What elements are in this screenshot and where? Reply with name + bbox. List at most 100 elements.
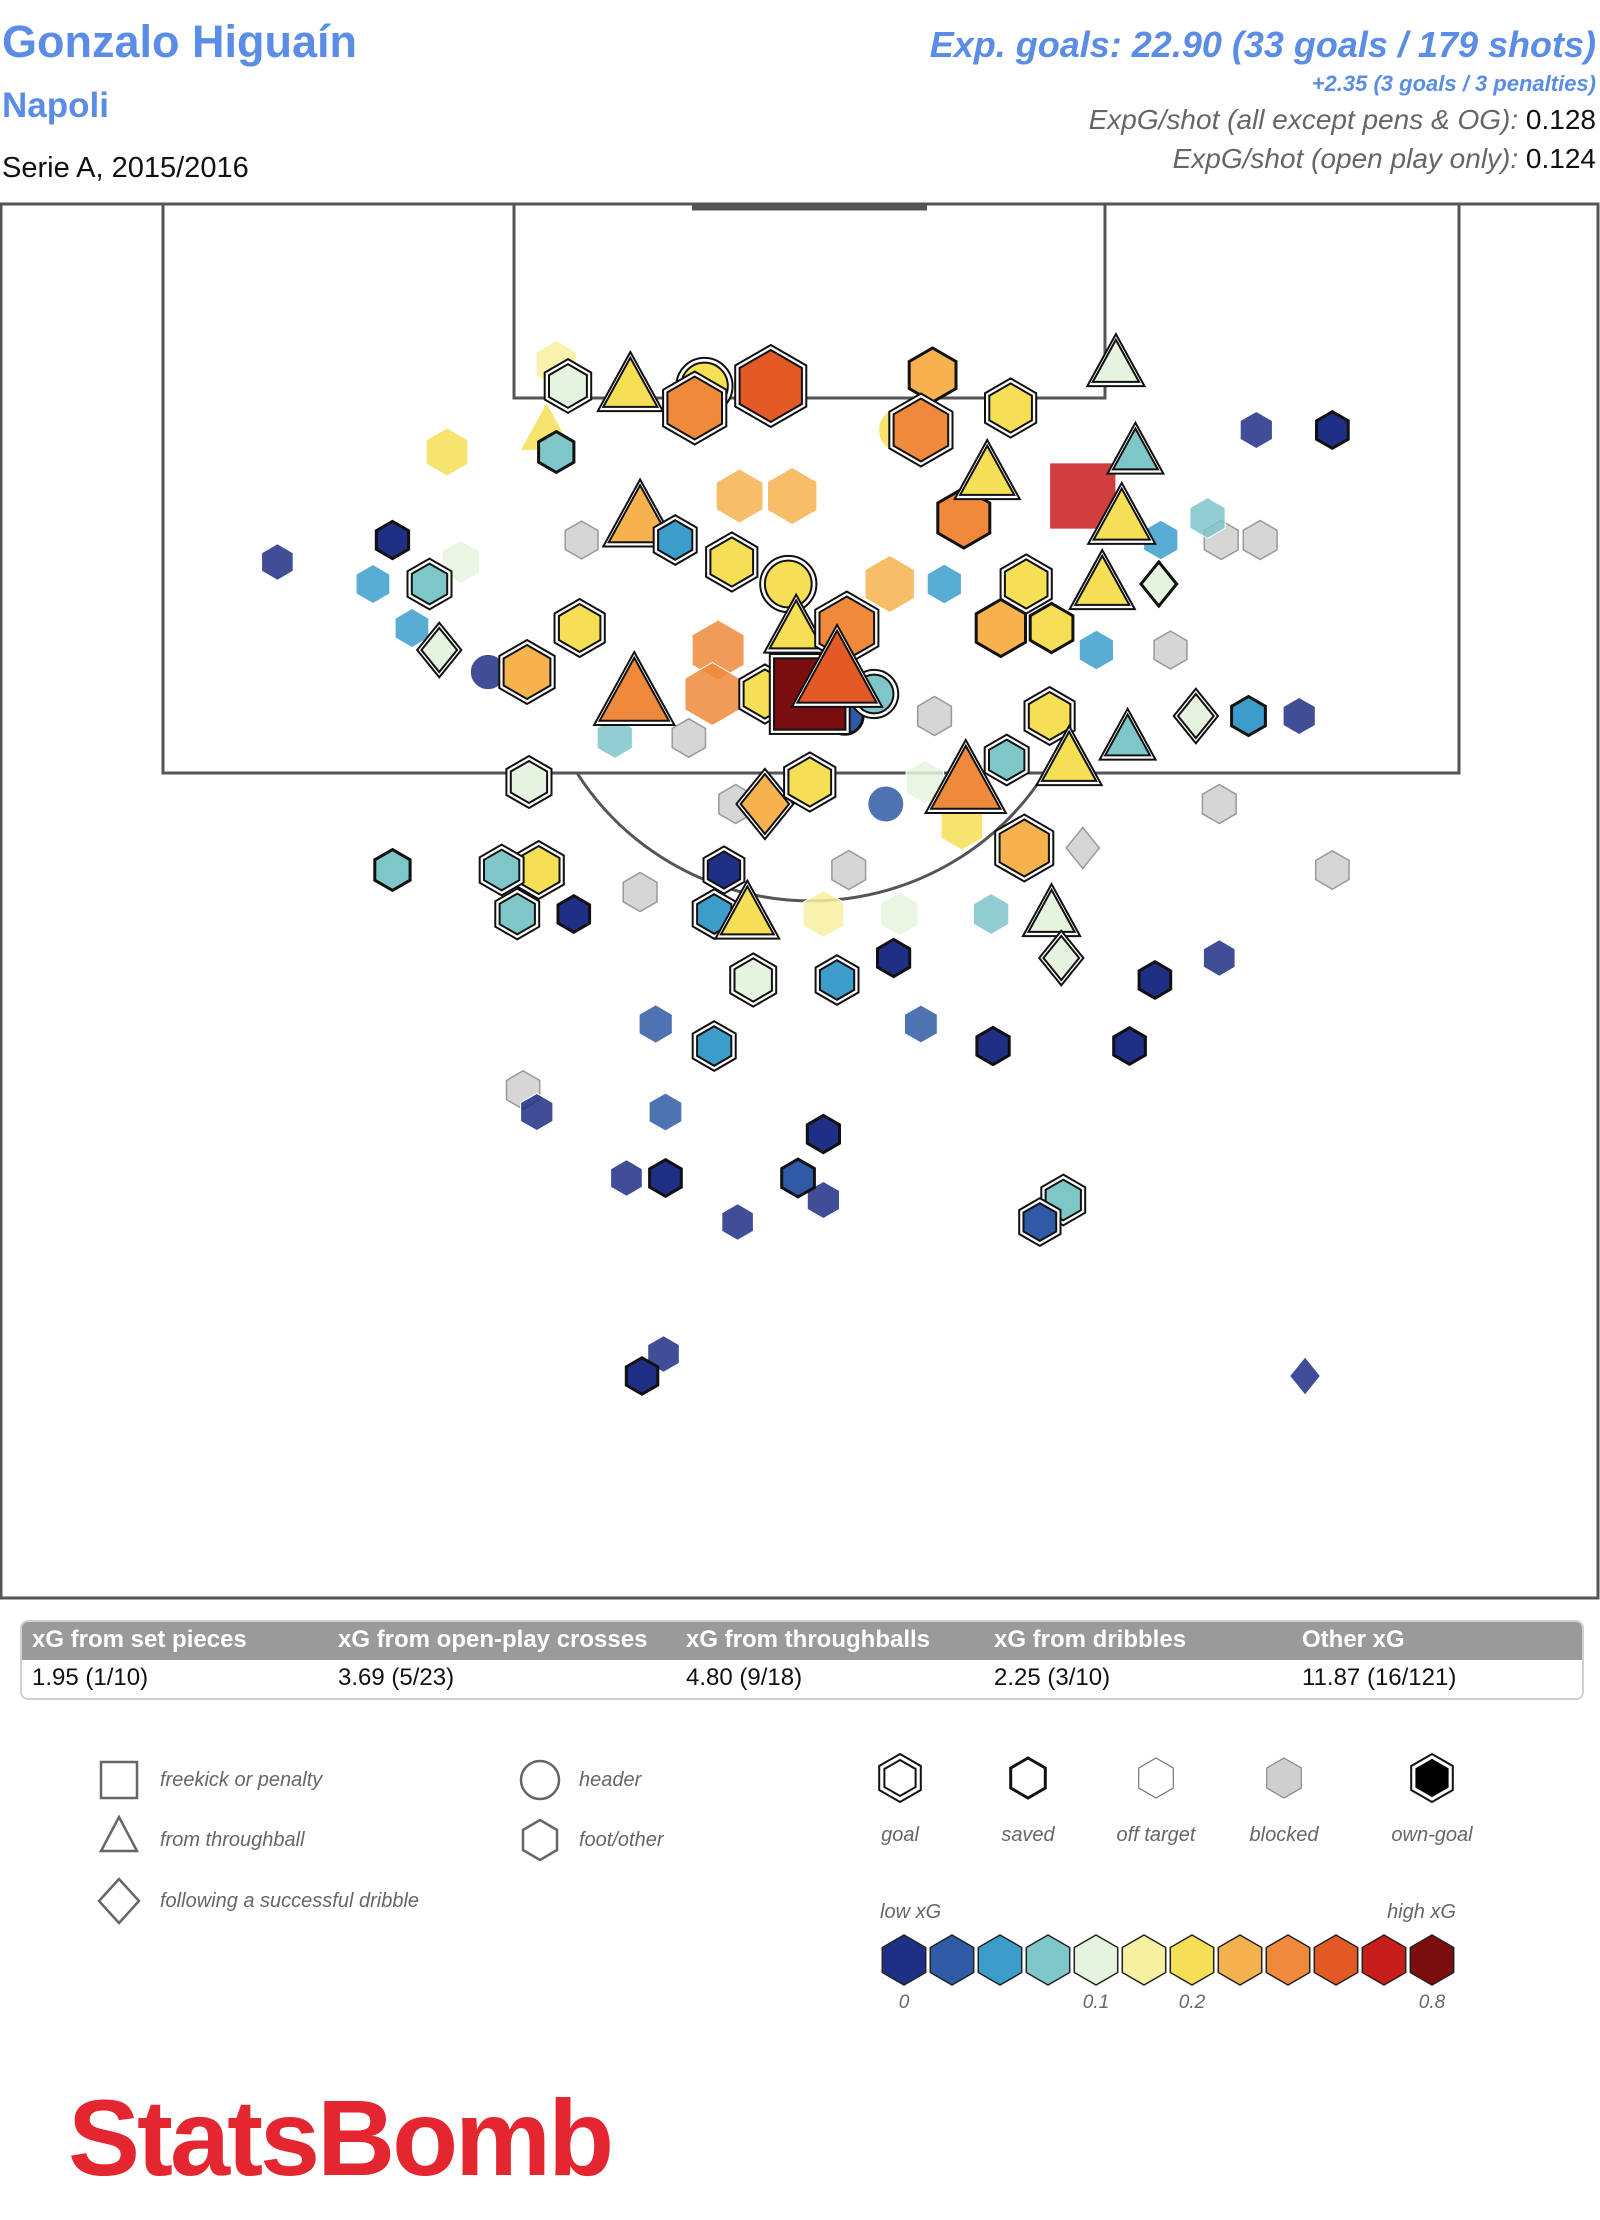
shot-marker [1028, 601, 1075, 655]
shot-marker [1112, 1025, 1147, 1067]
shot-marker [975, 1025, 1011, 1067]
shot-marker [999, 553, 1053, 615]
shot-marker [705, 531, 759, 593]
legend-throughball-label: from throughball [160, 1829, 305, 1851]
scale-tick-0-2: 0.2 [1179, 1992, 1206, 2013]
six-yard-box [512, 202, 1107, 400]
shot-marker [729, 952, 778, 1008]
legend: freekick or penalty from throughball fol… [97, 1752, 1473, 2013]
shot-marker [888, 392, 954, 468]
shot-marker [1085, 332, 1147, 388]
shot-marker [876, 937, 912, 979]
xg-per-shot-open-play-label: ExpG/shot (open play only): [1172, 143, 1519, 174]
scale-tick-0: 0 [899, 1992, 910, 2013]
shot-marker [1202, 939, 1236, 977]
legend-low-xg-label: low xG [880, 1901, 941, 1923]
shot-marker [564, 520, 599, 560]
xg-scale-swatch [1025, 1934, 1071, 1986]
shot-marker [596, 349, 665, 413]
outcome-legend-icon [1138, 1757, 1174, 1799]
xg-scale-swatch [1073, 1934, 1119, 1986]
shot-marker [767, 466, 818, 526]
shot-marker [984, 377, 1038, 439]
shot-marker [1282, 696, 1316, 736]
shot-marker [671, 717, 707, 759]
xg-per-shot-non-penalty-label: ExpG/shot (all except pens & OG): [1088, 104, 1519, 135]
xg-scale-swatch [929, 1934, 975, 1986]
shot-marker [721, 1203, 754, 1241]
shot-marker [648, 1092, 683, 1132]
shot-marker [406, 557, 453, 611]
shot-marker [1137, 959, 1173, 1001]
shot-marker [1153, 630, 1188, 670]
shot-marker [553, 597, 606, 659]
legend-off-target-label: off target [1117, 1824, 1197, 1846]
shot-marker [374, 519, 411, 561]
xg-per-shot-non-penalty: ExpG/shot (all except pens & OG): 0.128 [930, 100, 1596, 139]
shot-marker [1172, 687, 1220, 745]
xg-value-other: 11.87 (16/121) [1302, 1664, 1457, 1691]
shot-marker [994, 813, 1055, 883]
xg-header-set-pieces: xG from set pieces [32, 1626, 247, 1653]
xg-scale-swatch [881, 1934, 927, 1986]
legend-blocked-label: blocked [1250, 1824, 1320, 1846]
shot-marker [916, 695, 953, 737]
shot-marker [759, 554, 818, 614]
legend-goal-label: goal [881, 1824, 919, 1846]
shot-marker [702, 845, 746, 895]
shot-marker [498, 638, 556, 706]
shot-marker [734, 343, 808, 429]
shot-marker [1315, 409, 1350, 451]
shot-marker [415, 621, 463, 679]
xg-table-header-row: xG from set pieces xG from open-play cro… [22, 1622, 1582, 1660]
foot-hexagon-icon [521, 1818, 559, 1862]
shot-marker [1201, 783, 1237, 825]
penalties-xg: +2.35 (3 goals / 3 penalties) [1311, 71, 1596, 96]
outcome-legend [878, 1752, 1454, 1804]
team-name: Napoli [2, 86, 109, 125]
statsbomb-logo: StatsBomb [68, 2077, 614, 2198]
shot-marker [831, 849, 867, 891]
shot-marker [880, 891, 919, 937]
xg-per-shot-non-penalty-value: 0.128 [1525, 104, 1596, 135]
xg-scale-swatch [977, 1934, 1023, 1986]
shot-marker [923, 737, 1008, 815]
shot-marker [556, 893, 592, 935]
shot-marker [1242, 519, 1278, 561]
shot-marker [505, 754, 553, 810]
legend-freekick-label: freekick or penalty [160, 1769, 323, 1791]
shot-marker [1067, 547, 1137, 611]
shot-marker [814, 954, 860, 1006]
shot-marker [783, 751, 837, 813]
shot-marker [802, 890, 845, 938]
xg-value-throughballs: 4.80 (9/18) [686, 1664, 803, 1691]
header-circle-icon [519, 1759, 561, 1801]
shot-marker [394, 607, 430, 649]
shot-marker [592, 649, 677, 727]
shot-marker [610, 1159, 643, 1197]
shot-marker [261, 543, 294, 581]
outcome-legend-icon [878, 1752, 922, 1804]
shot-marker [864, 554, 915, 614]
shot-marker [715, 468, 764, 524]
shot-marker [520, 1092, 554, 1132]
xg-scale-swatch [1361, 1934, 1407, 1986]
shot-marker [691, 1020, 737, 1072]
xg-per-shot-open-play-value: 0.124 [1525, 143, 1596, 174]
shot-marker [1021, 882, 1082, 938]
xg-value-set-pieces: 1.95 (1/10) [32, 1664, 149, 1691]
shot-marker [648, 1157, 683, 1199]
shot-marker [1189, 497, 1226, 539]
outcome-legend-icon [1009, 1756, 1047, 1800]
shot-marker [867, 785, 905, 823]
shot-marker [1139, 559, 1179, 609]
shot-marker [904, 1004, 938, 1044]
shot-marker [638, 1004, 673, 1044]
shot-marker [1239, 410, 1273, 450]
xg-header-dribbles: xG from dribbles [994, 1626, 1187, 1653]
shot-marker [972, 893, 1010, 935]
legend-own-goal-label: own-goal [1391, 1824, 1473, 1846]
shot-marker [1018, 1196, 1062, 1248]
shot-marker [1105, 420, 1166, 475]
shot-marker [622, 871, 658, 913]
